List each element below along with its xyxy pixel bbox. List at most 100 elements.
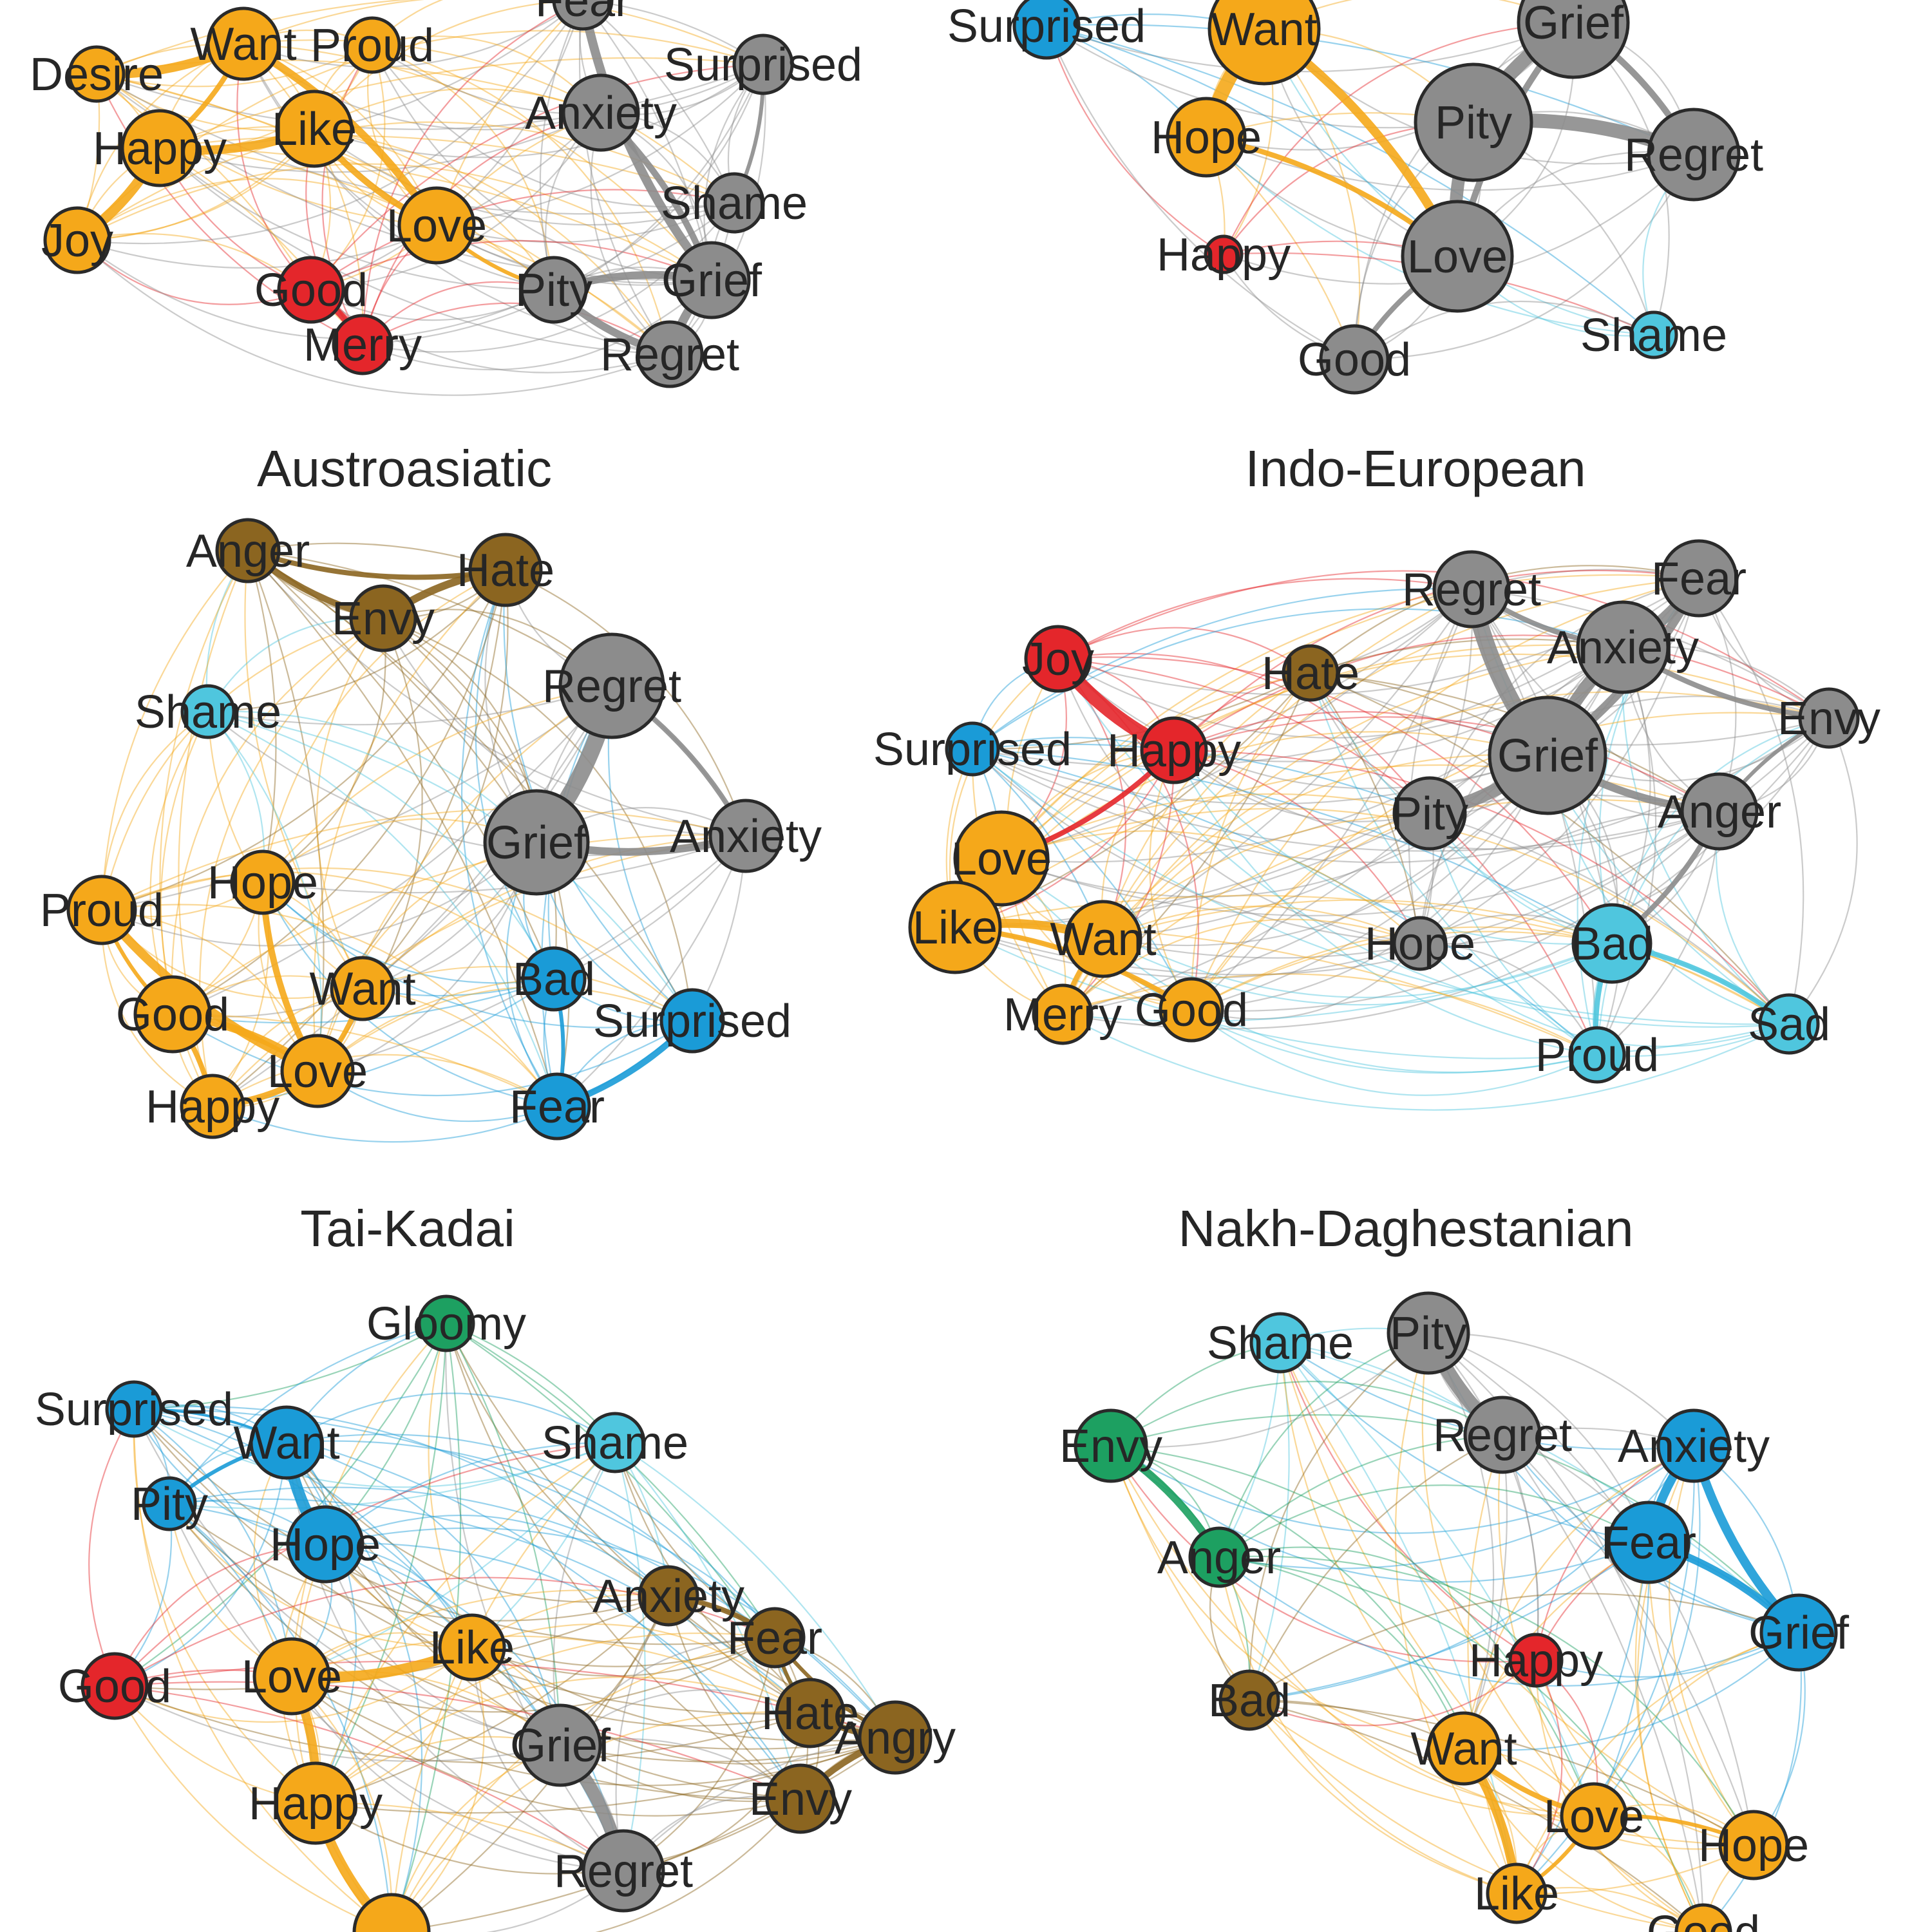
weak-edge bbox=[1191, 589, 1473, 1010]
node-circle bbox=[1140, 716, 1208, 784]
node-label: Shame bbox=[542, 1417, 688, 1469]
node-want: Want bbox=[190, 6, 297, 81]
weak-edge bbox=[172, 1013, 558, 1107]
node-regret: Regret bbox=[600, 320, 739, 388]
node-circle bbox=[945, 721, 1000, 777]
weak-edge bbox=[133, 1408, 775, 1645]
weak-edge bbox=[372, 0, 583, 46]
node-label: Like bbox=[272, 104, 357, 155]
weak-edge bbox=[315, 1802, 624, 1871]
node-circle bbox=[352, 1893, 431, 1932]
node-circle bbox=[584, 1412, 646, 1473]
node-label: Anxiety bbox=[1618, 1421, 1770, 1472]
weak-edge bbox=[286, 1392, 616, 1443]
weak-edge bbox=[243, 43, 554, 291]
weak-edge bbox=[1173, 749, 1421, 944]
node-love: Love bbox=[386, 186, 487, 265]
weak-edge bbox=[972, 748, 1192, 1010]
node-circle bbox=[1392, 916, 1448, 971]
weak-edge bbox=[325, 1527, 896, 1738]
weak-edge bbox=[1596, 717, 1830, 1056]
weak-edge bbox=[461, 569, 558, 1107]
node-label: Like bbox=[1474, 1868, 1559, 1920]
weak-edge bbox=[1596, 811, 1721, 1056]
weak-edge bbox=[1001, 589, 1472, 860]
weak-edge bbox=[1497, 1434, 1595, 1817]
node-happy: Happy bbox=[249, 1761, 383, 1845]
node-good: Good bbox=[58, 1652, 171, 1720]
node-pity: Pity bbox=[1387, 1291, 1470, 1375]
node-label: Hate bbox=[761, 1688, 859, 1739]
node-circle bbox=[1208, 0, 1321, 86]
weak-edge bbox=[471, 1623, 811, 1714]
node-shame: Shame bbox=[542, 1412, 688, 1473]
node-circle bbox=[252, 1637, 331, 1716]
weak-edge bbox=[362, 64, 764, 346]
weak-edge bbox=[623, 1736, 896, 1871]
weak-edge bbox=[207, 685, 612, 726]
weak-edge bbox=[316, 618, 384, 989]
node-label: Want bbox=[1410, 1723, 1517, 1775]
weak-edge bbox=[77, 240, 312, 305]
node-label: Anxiety bbox=[592, 1571, 744, 1622]
node-surprised: Surprised bbox=[873, 721, 1072, 777]
weak-edge bbox=[614, 1442, 896, 1738]
node-circle bbox=[180, 1074, 245, 1139]
weak-edge bbox=[1046, 24, 1694, 155]
weak-edge bbox=[1045, 25, 1224, 255]
weak-edge bbox=[1515, 1631, 1799, 1894]
weak-edge bbox=[1309, 672, 1598, 1056]
weak-edge bbox=[77, 240, 670, 396]
weak-edge bbox=[1110, 1445, 1754, 1846]
weak-edge bbox=[1248, 1434, 1503, 1701]
node-circle bbox=[1674, 1903, 1732, 1932]
weak-edge bbox=[1218, 1546, 1537, 1661]
weak-edge bbox=[262, 685, 612, 883]
weak-edge bbox=[159, 57, 764, 149]
weak-edge bbox=[1249, 1593, 1799, 1701]
weak-edge bbox=[290, 1323, 447, 1677]
node-grief: Grief bbox=[1517, 0, 1630, 79]
node-pity: Pity bbox=[131, 1476, 208, 1531]
weak-edge bbox=[1428, 1332, 1650, 1543]
weak-edge bbox=[1173, 750, 1598, 1056]
weak-edge bbox=[471, 1442, 616, 1648]
weak-edge bbox=[1428, 813, 1598, 1056]
node-gloomy: Gloomy bbox=[366, 1294, 526, 1352]
node-circle bbox=[558, 632, 665, 739]
panel-title-austroasiatic: Austroasiatic bbox=[257, 440, 552, 497]
node-fear: Fear bbox=[1601, 1501, 1696, 1584]
node-circle bbox=[521, 946, 587, 1012]
network-panel: Shame Pity Envy Regret Anxiety Anger Fear Grief… bbox=[1059, 1291, 1850, 1932]
node-surprised: Surprised bbox=[593, 988, 791, 1054]
node-surprised: Surprised bbox=[664, 33, 862, 95]
weak-edge bbox=[77, 240, 554, 339]
node-happy: Happy bbox=[146, 1074, 279, 1139]
weak-edge bbox=[1173, 634, 1830, 751]
weak-edge bbox=[445, 1323, 624, 1871]
node-shame: Shame bbox=[1580, 310, 1727, 361]
node-circle bbox=[1656, 1408, 1731, 1483]
weak-edge bbox=[247, 550, 558, 1107]
weak-edge bbox=[1110, 1381, 1503, 1446]
node-love: Love bbox=[951, 810, 1052, 907]
weak-edge bbox=[262, 882, 554, 984]
weak-edge bbox=[1279, 1342, 1704, 1932]
node-label: Fear bbox=[509, 1081, 605, 1133]
weak-edge bbox=[1057, 658, 1790, 1028]
node-envy: Envy bbox=[332, 584, 435, 652]
weak-edge bbox=[972, 748, 1613, 944]
node-joy: Joy bbox=[41, 206, 113, 274]
weak-edge bbox=[286, 1434, 775, 1638]
weak-edge bbox=[582, 0, 713, 281]
weak-edge bbox=[315, 1798, 801, 1875]
node-circle bbox=[417, 1294, 475, 1352]
node-circle bbox=[636, 320, 704, 388]
weak-edge bbox=[1206, 136, 1694, 191]
node-circle bbox=[1568, 1026, 1626, 1084]
node-label: Happy bbox=[1469, 1635, 1603, 1687]
weak-edge bbox=[1103, 755, 1548, 947]
weak-edge bbox=[1463, 1632, 1799, 1751]
weak-edge bbox=[1206, 22, 1574, 151]
weak-edge bbox=[1279, 1342, 1537, 1661]
